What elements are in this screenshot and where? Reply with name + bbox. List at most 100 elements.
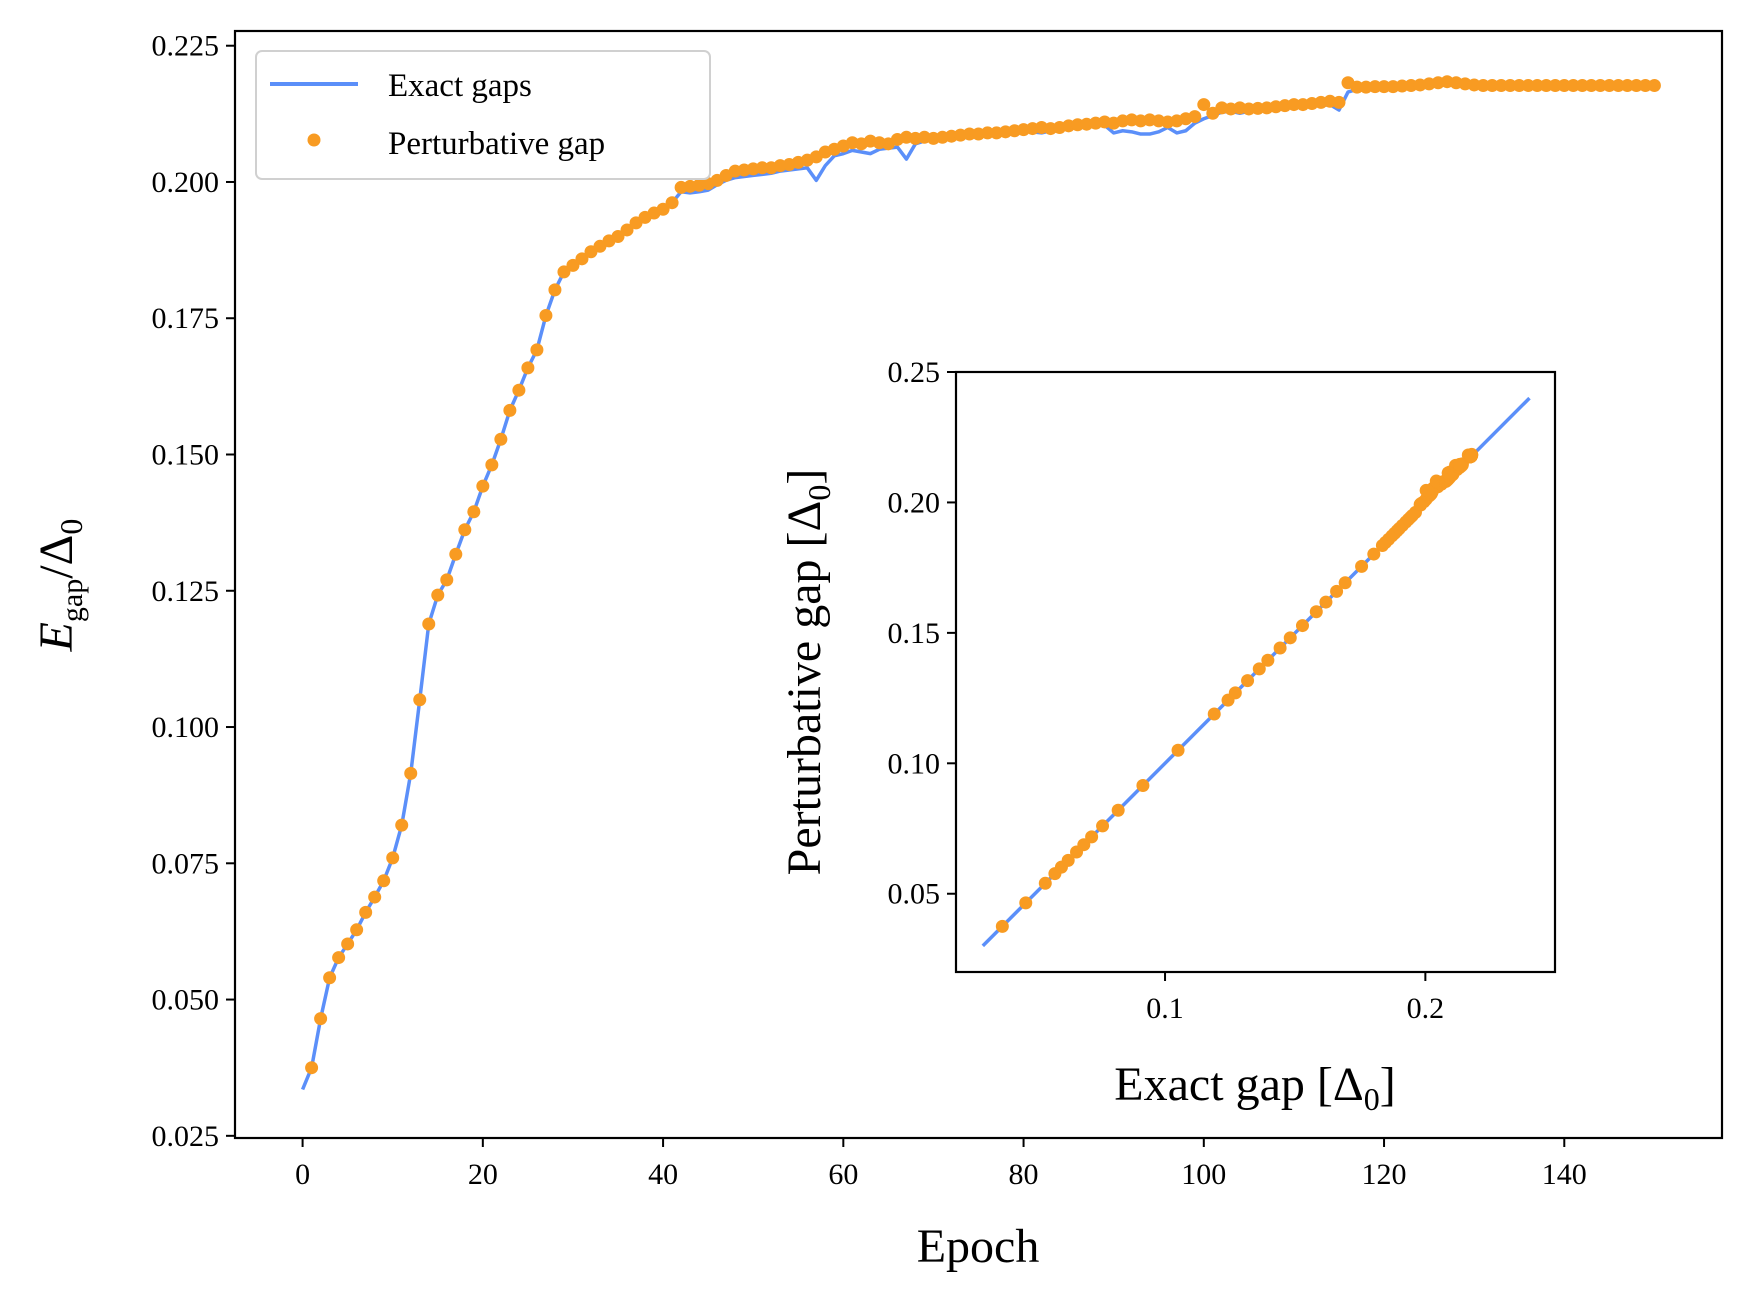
inset-point bbox=[1136, 778, 1150, 792]
perturbative-gap-point bbox=[341, 937, 355, 951]
y-tick-label: 0.150 bbox=[152, 439, 220, 472]
main-y-axis-label: Egap/Δ0 bbox=[30, 519, 89, 653]
y-tick-label: 0.125 bbox=[152, 575, 220, 608]
inset-x-tick-label: 0.1 bbox=[1146, 992, 1184, 1025]
perturbative-gap-point bbox=[323, 971, 337, 985]
perturbative-gap-point bbox=[1584, 79, 1598, 93]
perturbative-gap-point bbox=[449, 547, 463, 561]
perturbative-gap-point bbox=[1602, 79, 1616, 93]
inset-point bbox=[1338, 576, 1352, 590]
inset-point bbox=[1283, 631, 1297, 645]
perturbative-gap-point bbox=[981, 126, 995, 140]
perturbative-gap-point bbox=[1350, 80, 1364, 94]
perturbative-gap-point bbox=[395, 818, 409, 832]
perturbative-gap-point bbox=[467, 505, 481, 519]
perturbative-gap-point bbox=[1647, 79, 1661, 93]
perturbative-gap-point bbox=[458, 523, 472, 537]
inset-point bbox=[1038, 876, 1052, 890]
perturbative-gap-point bbox=[1287, 98, 1301, 112]
perturbative-gap-point bbox=[521, 361, 535, 375]
inset-ticks: 0.1 0.2 0.05 0.10 0.15 0.20 0.25 bbox=[888, 356, 1445, 1025]
y-tick-label: 0.050 bbox=[152, 984, 220, 1017]
inset-point bbox=[1273, 641, 1287, 655]
perturbative-gap-point bbox=[1611, 79, 1625, 93]
perturbative-gap-point bbox=[962, 127, 976, 141]
perturbative-gap-point bbox=[440, 573, 454, 587]
y-tick-label: 0.100 bbox=[152, 711, 220, 744]
perturbative-gap-point bbox=[1188, 110, 1202, 124]
inset-point bbox=[1171, 743, 1185, 757]
inset-point bbox=[1061, 853, 1075, 867]
perturbative-gap-point bbox=[368, 890, 382, 904]
perturbative-gap-point bbox=[503, 403, 517, 417]
x-tick-label: 100 bbox=[1181, 1158, 1226, 1191]
perturbative-gap-point bbox=[539, 309, 553, 323]
x-tick-label: 80 bbox=[1009, 1158, 1039, 1191]
perturbative-gap-point bbox=[1557, 79, 1571, 93]
y-tick-label: 0.200 bbox=[152, 166, 220, 199]
inset-point bbox=[1019, 896, 1033, 910]
inset-y-tick-label: 0.25 bbox=[888, 356, 941, 389]
x-tick-label: 60 bbox=[828, 1158, 858, 1191]
perturbative-gap-point bbox=[1638, 79, 1652, 93]
inset-x-tick-label: 0.2 bbox=[1407, 992, 1445, 1025]
perturbative-gap-point bbox=[530, 343, 544, 357]
main-x-axis-label: Epoch bbox=[917, 1220, 1040, 1273]
y-tick-label: 0.175 bbox=[152, 302, 220, 335]
perturbative-gap-point bbox=[665, 196, 679, 210]
perturbative-gap-point bbox=[620, 223, 634, 237]
inset-y-tick-label: 0.10 bbox=[888, 747, 941, 780]
inset-point bbox=[1330, 584, 1344, 598]
perturbative-gap-point bbox=[1503, 79, 1517, 93]
legend-exact-label: Exact gaps bbox=[388, 68, 532, 104]
inset-chart: 0.1 0.2 0.05 0.10 0.15 0.20 0.25 Exact gap [Δ0… bbox=[778, 356, 1557, 1117]
legend: Exact gaps Perturbative gap bbox=[255, 50, 711, 180]
perturbative-gap-point bbox=[548, 283, 562, 297]
perturbative-gap-point bbox=[1593, 79, 1607, 93]
perturbative-gap-point bbox=[422, 617, 436, 631]
perturbative-gap-point bbox=[1566, 79, 1580, 93]
perturbative-gap-point bbox=[350, 923, 364, 937]
inset-point bbox=[1464, 449, 1478, 463]
perturbative-gap-point bbox=[1620, 79, 1634, 93]
legend-perturbative-dot-swatch bbox=[307, 133, 321, 147]
perturbative-gap-point bbox=[305, 1061, 319, 1075]
inset-y-tick-label: 0.20 bbox=[888, 486, 941, 519]
inset-point bbox=[1453, 457, 1467, 471]
perturbative-gap-point bbox=[1197, 98, 1211, 112]
perturbative-gap-point bbox=[431, 588, 445, 602]
main-ticks: 0 20 40 60 80 100 120 140 0.025 0.050 0.075 0.100 0.… bbox=[152, 30, 1587, 1191]
perturbative-gap-point bbox=[1512, 79, 1526, 93]
inset-point bbox=[1355, 559, 1369, 573]
inset-point bbox=[1085, 830, 1099, 844]
inset-point bbox=[1261, 653, 1275, 667]
inset-point bbox=[1309, 605, 1323, 619]
perturbative-gap-point bbox=[404, 766, 418, 780]
perturbative-gap-point bbox=[1539, 79, 1553, 93]
perturbative-gap-point bbox=[566, 258, 580, 272]
perturbative-gap-point bbox=[332, 951, 346, 965]
perturbative-gap-point bbox=[1575, 79, 1589, 93]
perturbative-gap-point bbox=[386, 851, 400, 865]
perturbative-gap-point bbox=[512, 383, 526, 397]
legend-box bbox=[255, 50, 711, 180]
perturbative-gap-point bbox=[1476, 79, 1490, 93]
inset-point bbox=[1252, 662, 1266, 676]
inset-point bbox=[995, 919, 1009, 933]
perturbative-gap-point bbox=[1485, 79, 1499, 93]
inset-point bbox=[1228, 686, 1242, 700]
main-axes-frame bbox=[233, 29, 1724, 1140]
perturbative-gap-point bbox=[611, 229, 625, 243]
main-chart: 0 20 40 60 80 100 120 140 0.025 0.050 0.075 0.100 0.… bbox=[30, 29, 1724, 1273]
perturbative-gap-point bbox=[476, 479, 490, 493]
y-tick-label: 0.025 bbox=[152, 1120, 220, 1153]
inset-point bbox=[1111, 803, 1125, 817]
x-tick-label: 140 bbox=[1542, 1158, 1587, 1191]
inset-x-axis-label: Exact gap [Δ0] bbox=[1114, 1058, 1395, 1117]
perturbative-gap-point bbox=[557, 265, 571, 279]
perturbative-gap-point bbox=[485, 458, 499, 472]
inset-y-tick-label: 0.05 bbox=[888, 878, 941, 911]
perturbative-gap-point bbox=[1332, 95, 1346, 109]
perturbative-gap-point bbox=[1521, 79, 1535, 93]
